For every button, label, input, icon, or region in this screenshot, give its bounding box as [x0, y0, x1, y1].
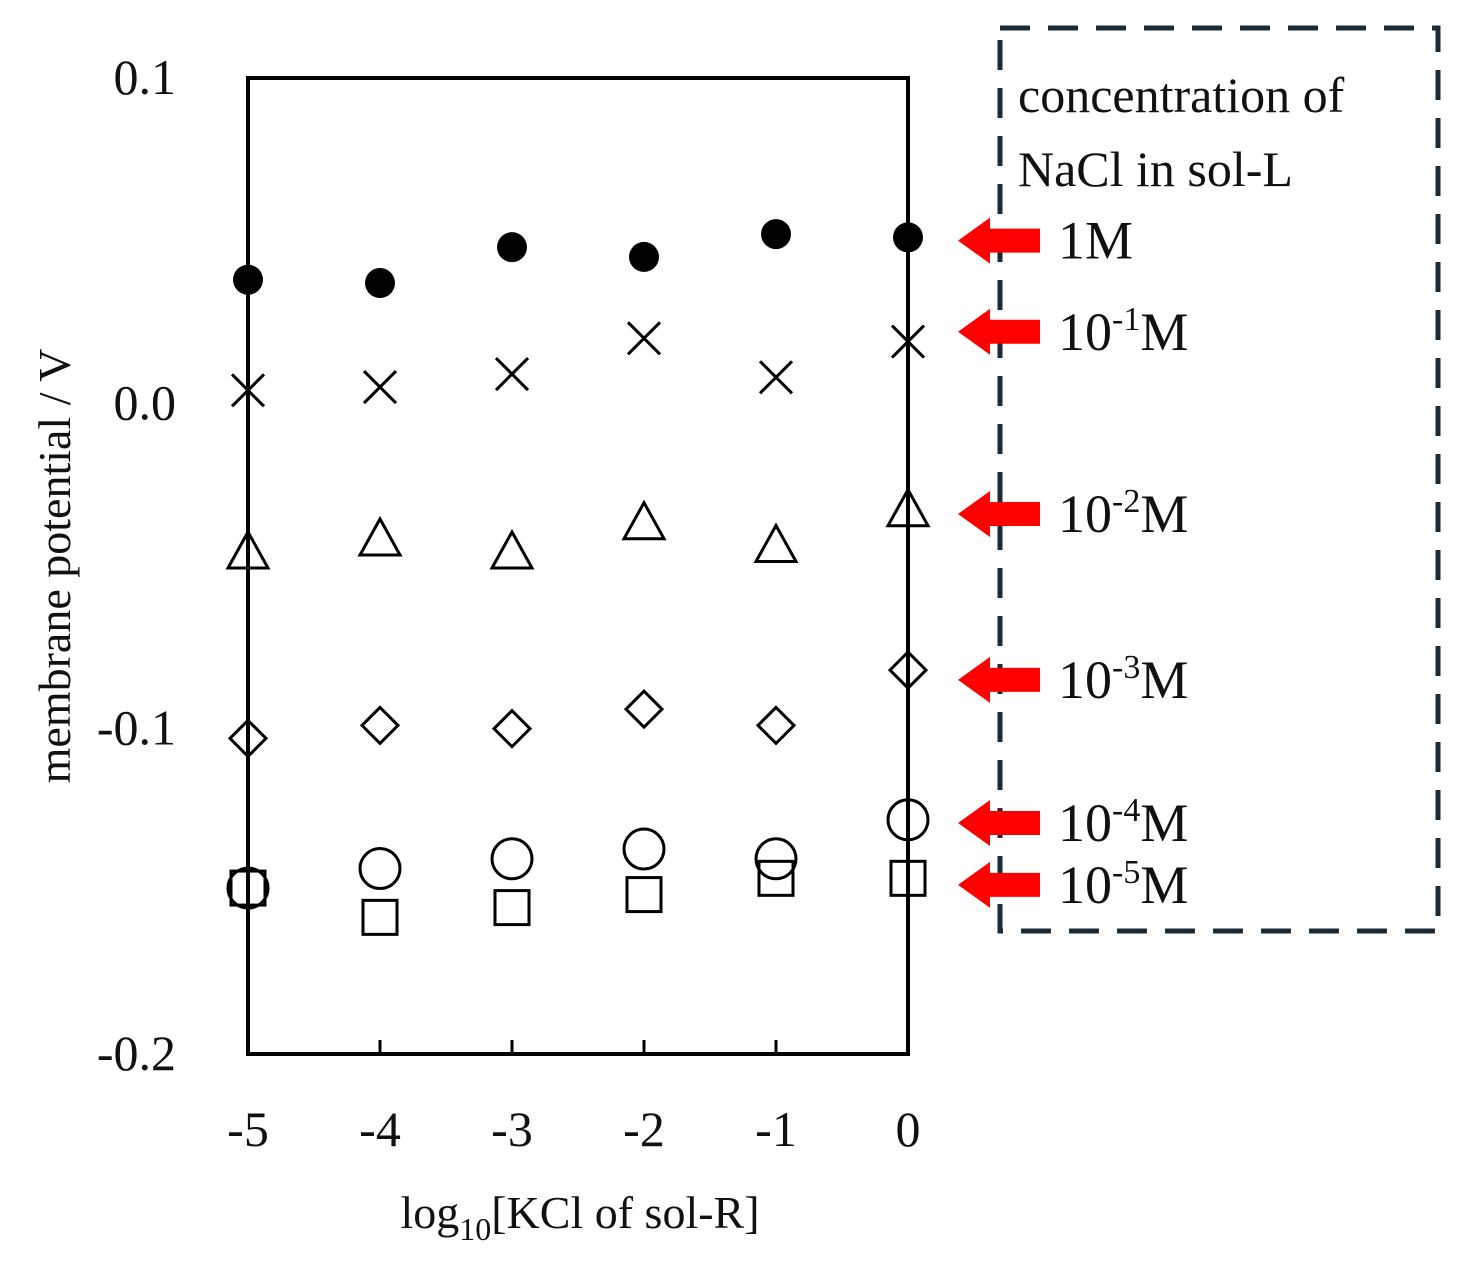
- point-square: [889, 859, 927, 897]
- plot-frame: [246, 76, 910, 1056]
- cross-stroke: [758, 360, 794, 395]
- red-arrow: [958, 490, 1040, 537]
- point-filled-circle: [233, 264, 263, 295]
- cross-stroke: [626, 321, 662, 356]
- point-cross: [758, 360, 794, 395]
- series-label-text: 10-2M: [1058, 483, 1188, 544]
- cross-stroke: [362, 370, 398, 405]
- x-tick-label: -1: [755, 1101, 797, 1157]
- legend-title-line-1: concentration of: [1018, 67, 1345, 123]
- point-cross: [494, 356, 530, 392]
- point-circle: [226, 866, 270, 910]
- point-cross: [230, 373, 266, 408]
- red-arrow: [958, 656, 1040, 703]
- series-label-unit: M: [1140, 302, 1188, 362]
- y-ticks: 0.1 0.0 -0.1 -0.2: [97, 49, 176, 1081]
- point-filled-circle: [629, 241, 659, 272]
- series-label-unit: M: [1085, 211, 1133, 271]
- point-circle: [886, 798, 930, 842]
- point-diamond: [359, 705, 401, 746]
- legend-title-line-2: NaCl in sol-L: [1018, 141, 1293, 197]
- x-axis-label: log10[KCl of sol-R]: [400, 1187, 759, 1247]
- x-tick-label: -5: [227, 1101, 269, 1157]
- series-label-exponent: -5: [1112, 854, 1140, 891]
- x-ticks: -5 -4 -3 -2 -1 0: [227, 1040, 921, 1157]
- series-label: 10-3M: [958, 649, 1188, 710]
- series-label: 1M: [958, 211, 1133, 271]
- x-tick-label: 0: [896, 1101, 921, 1157]
- point-circle: [358, 847, 402, 891]
- point-triangle: [753, 522, 799, 563]
- point-filled-circle: [365, 267, 395, 298]
- x-tick-label: -4: [359, 1101, 401, 1157]
- series-label-base: 10: [1058, 650, 1112, 710]
- y-tick-label: -0.2: [97, 1025, 176, 1081]
- series-label-text: 10-5M: [1058, 854, 1188, 915]
- point-square: [625, 876, 663, 914]
- point-square: [229, 869, 267, 907]
- x-tick-label: -3: [491, 1101, 533, 1157]
- point-circle: [754, 837, 798, 881]
- point-square: [493, 889, 531, 927]
- point-diamond: [491, 708, 533, 749]
- series-label: 10-5M: [958, 854, 1188, 915]
- point-cross: [890, 324, 926, 359]
- point-filled-circle: [497, 232, 527, 263]
- x-tick-label: -2: [623, 1101, 665, 1157]
- series-label-exponent: -3: [1112, 649, 1140, 686]
- point-triangle: [621, 499, 667, 541]
- series-label-text: 10-3M: [1058, 649, 1188, 710]
- point-cross: [626, 321, 662, 356]
- point-diamond: [887, 649, 929, 691]
- point-triangle: [357, 515, 403, 557]
- cross-stroke: [494, 356, 530, 392]
- red-arrow: [958, 861, 1040, 908]
- series-label-unit: M: [1140, 855, 1188, 915]
- series-label-base: 10: [1058, 302, 1112, 362]
- red-arrow: [958, 800, 1040, 847]
- y-tick-label: -0.1: [97, 700, 176, 756]
- series-label-unit: M: [1140, 650, 1188, 710]
- y-tick-label: 0.0: [114, 374, 177, 430]
- point-circle: [622, 827, 666, 871]
- series-label-unit: M: [1140, 793, 1188, 853]
- point-circle: [490, 837, 534, 881]
- series-label: 10-4M: [958, 792, 1188, 853]
- point-cross: [362, 370, 398, 405]
- series-label-exponent: -1: [1112, 301, 1140, 338]
- point-triangle: [225, 528, 271, 570]
- point-triangle: [489, 528, 535, 570]
- point-diamond: [227, 718, 269, 759]
- series-label-base: 10: [1058, 793, 1112, 853]
- series-label-exponent: -4: [1112, 792, 1140, 829]
- series-label-unit: M: [1140, 484, 1188, 544]
- point-filled-circle: [761, 219, 791, 250]
- series-label-base: 10: [1058, 484, 1112, 544]
- point-filled-circle: [893, 222, 923, 253]
- legend-box: [997, 25, 1441, 934]
- point-diamond: [755, 705, 797, 746]
- series-label: 10-1M: [958, 301, 1188, 362]
- series-label: 10-2M: [958, 483, 1188, 544]
- series-label-text: 10-4M: [1058, 792, 1188, 853]
- series-label-base: 1: [1058, 211, 1085, 271]
- series-label-exponent: -2: [1112, 483, 1140, 520]
- series-label-base: 10: [1058, 855, 1112, 915]
- cross-stroke: [890, 324, 926, 359]
- y-tick-label: 0.1: [114, 49, 177, 105]
- series-label-text: 1M: [1058, 211, 1133, 271]
- red-arrow: [958, 217, 1040, 264]
- y-axis-label: membrane potential / V: [29, 349, 80, 784]
- cross-stroke: [230, 373, 266, 408]
- series-label-text: 10-1M: [1058, 301, 1188, 362]
- point-diamond: [623, 689, 665, 730]
- point-triangle: [885, 486, 931, 528]
- point-square: [757, 859, 795, 897]
- point-square: [361, 898, 399, 936]
- red-arrow: [958, 308, 1040, 355]
- data-points: [225, 219, 931, 936]
